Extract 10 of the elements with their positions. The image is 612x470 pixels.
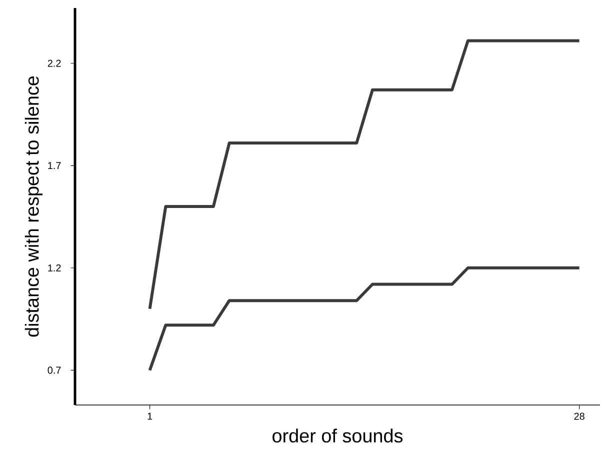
y-axis-title: distance with respect to silence <box>24 76 43 337</box>
line-series <box>148 39 581 310</box>
x-tick-label: 28 <box>574 412 584 420</box>
x-axis-title: order of sounds <box>272 428 403 443</box>
y-tick-label: 1.2 <box>48 264 61 272</box>
line-series <box>148 266 581 372</box>
x-tick-label: 1 <box>148 412 152 420</box>
y-tick-label: 2.2 <box>48 60 61 67</box>
y-tick-label: 0.7 <box>48 366 61 374</box>
y-tick-label: 1.7 <box>48 162 61 169</box>
